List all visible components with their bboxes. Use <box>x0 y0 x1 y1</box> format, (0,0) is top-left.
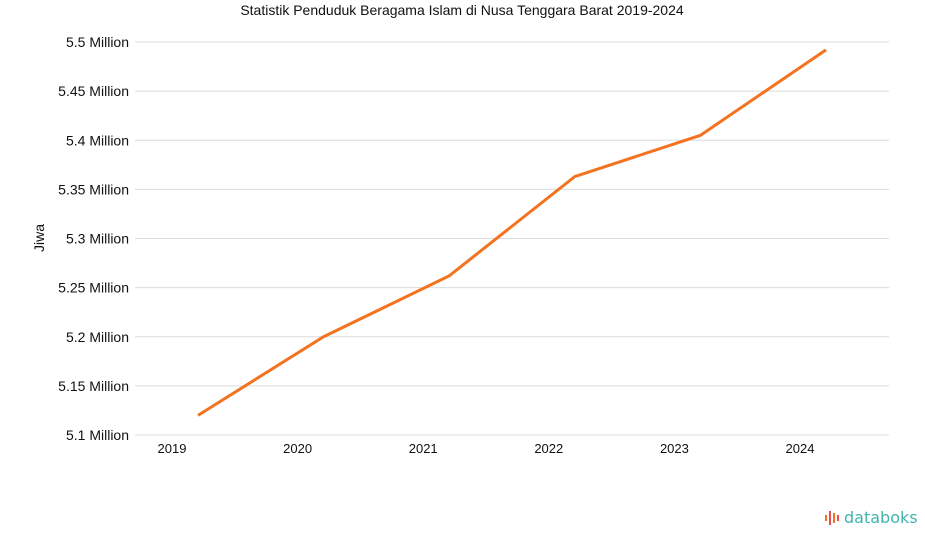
series-line <box>197 48 827 417</box>
x-tick-label: 2021 <box>409 441 438 456</box>
y-tick-label: 5.25 Million <box>58 280 129 296</box>
databoks-logo: databoks <box>825 508 918 527</box>
x-tick-label: 2020 <box>283 441 312 456</box>
chart-title: Statistik Penduduk Beragama Islam di Nus… <box>240 2 684 18</box>
x-tick-label: 2023 <box>660 441 689 456</box>
y-tick-label: 5.4 Million <box>66 132 129 148</box>
y-tick-label: 5.3 Million <box>66 231 129 247</box>
x-tick-label: 2022 <box>534 441 563 456</box>
y-tick-label: 5.2 Million <box>66 329 129 345</box>
y-tick-label: 5.5 Million <box>66 34 129 50</box>
y-tick-label: 5.1 Million <box>66 427 129 443</box>
x-tick-label: 2024 <box>786 441 815 456</box>
x-tick-label: 2019 <box>158 441 187 456</box>
logo-bars-icon <box>825 510 839 525</box>
y-tick-label: 5.35 Million <box>58 181 129 197</box>
brand-name: databoks <box>844 508 918 527</box>
y-axis-label: Jiwa <box>31 224 47 252</box>
y-tick-label: 5.45 Million <box>58 83 129 99</box>
y-tick-label: 5.15 Million <box>58 378 129 394</box>
